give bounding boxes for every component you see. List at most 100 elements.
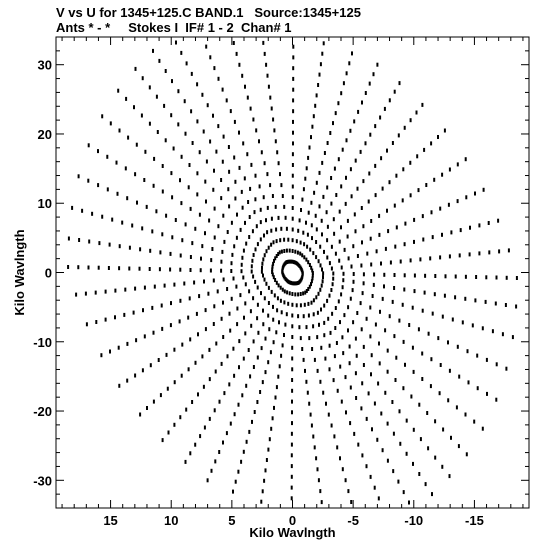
uv-point [180,50,183,55]
uv-point [443,128,446,133]
uv-point [447,340,449,345]
uv-point [380,261,382,266]
uv-point [367,391,370,396]
uv-point [135,338,138,343]
uv-point [262,195,265,200]
uv-point [315,227,318,232]
uv-point [467,380,470,385]
uv-point [378,341,380,346]
uv-point [263,277,266,282]
uv-point [405,451,408,456]
uv-point [393,334,396,339]
uv-point [91,211,94,216]
uv-point [354,371,357,376]
uv-point [198,294,201,299]
uv-point [276,150,279,155]
uv-point [317,259,320,264]
uv-point [330,176,333,180]
uv-point [356,311,359,315]
uv-point [187,185,190,190]
uv-point [164,138,167,143]
uv-point [305,257,308,262]
uv-point [318,72,321,77]
uv-point [353,119,356,124]
uv-point [269,350,272,355]
uv-point [291,163,294,167]
uv-point [322,194,325,199]
uv-point [290,485,293,490]
uv-point [141,368,144,373]
uv-point [252,296,255,301]
uv-point [373,401,376,406]
uv-point [291,238,294,243]
uv-point [401,302,404,307]
uv-point [341,147,344,152]
uv-point [305,220,307,225]
uv-point [292,98,295,103]
uv-point [94,290,97,295]
uv-point [291,184,294,189]
uv-point [353,212,356,217]
uv-point [402,386,405,391]
uv-point [332,217,335,222]
uv-point [237,402,240,407]
uv-point [179,253,182,258]
uv-point [308,284,311,289]
uv-point [314,103,317,108]
uv-point [326,255,329,260]
uv-point [319,62,322,67]
uv-point [421,308,424,313]
uv-point [403,287,406,292]
uv-point [386,148,388,153]
uv-point [389,260,392,265]
uv-point [409,118,412,123]
uv-point [302,314,305,319]
uv-point [430,357,433,362]
uv-point [284,215,287,220]
uv-point [248,235,251,239]
uv-point [285,248,288,253]
uv-point [404,221,407,226]
uv-point [322,275,324,280]
uv-point [328,367,331,372]
uv-point [245,241,248,246]
uv-point [213,206,216,211]
uv-point [265,458,268,462]
uv-point [242,141,245,146]
uv-point [233,155,236,160]
uv-point [228,169,231,174]
uv-point [260,291,262,296]
uv-point [117,88,120,93]
uv-point [482,187,485,192]
uv-point [333,354,336,359]
uv-point [409,193,412,198]
uv-point [222,134,225,139]
uv-point [229,421,232,426]
uv-point [441,464,444,469]
uv-point [377,496,380,501]
uv-point [213,408,216,413]
uv-point [185,407,188,412]
uv-point [260,150,263,155]
uv-point [361,381,364,386]
uv-point [307,287,310,291]
uv-point [306,232,309,237]
uv-point [427,331,430,336]
uv-point [171,79,173,84]
uv-point [295,239,298,244]
uv-point [296,250,299,255]
uv-point [308,145,311,150]
uv-point [284,322,287,327]
uv-point [291,227,294,232]
uv-point [275,227,278,232]
uv-point [198,150,201,155]
uv-point [429,384,432,389]
uv-point [371,427,373,432]
uv-point [403,242,406,247]
uv-point [238,365,240,370]
uv-point [345,71,348,76]
uv-point [352,279,355,284]
uv-point [180,201,183,206]
uv-point [418,472,421,476]
uv-point [416,154,419,159]
